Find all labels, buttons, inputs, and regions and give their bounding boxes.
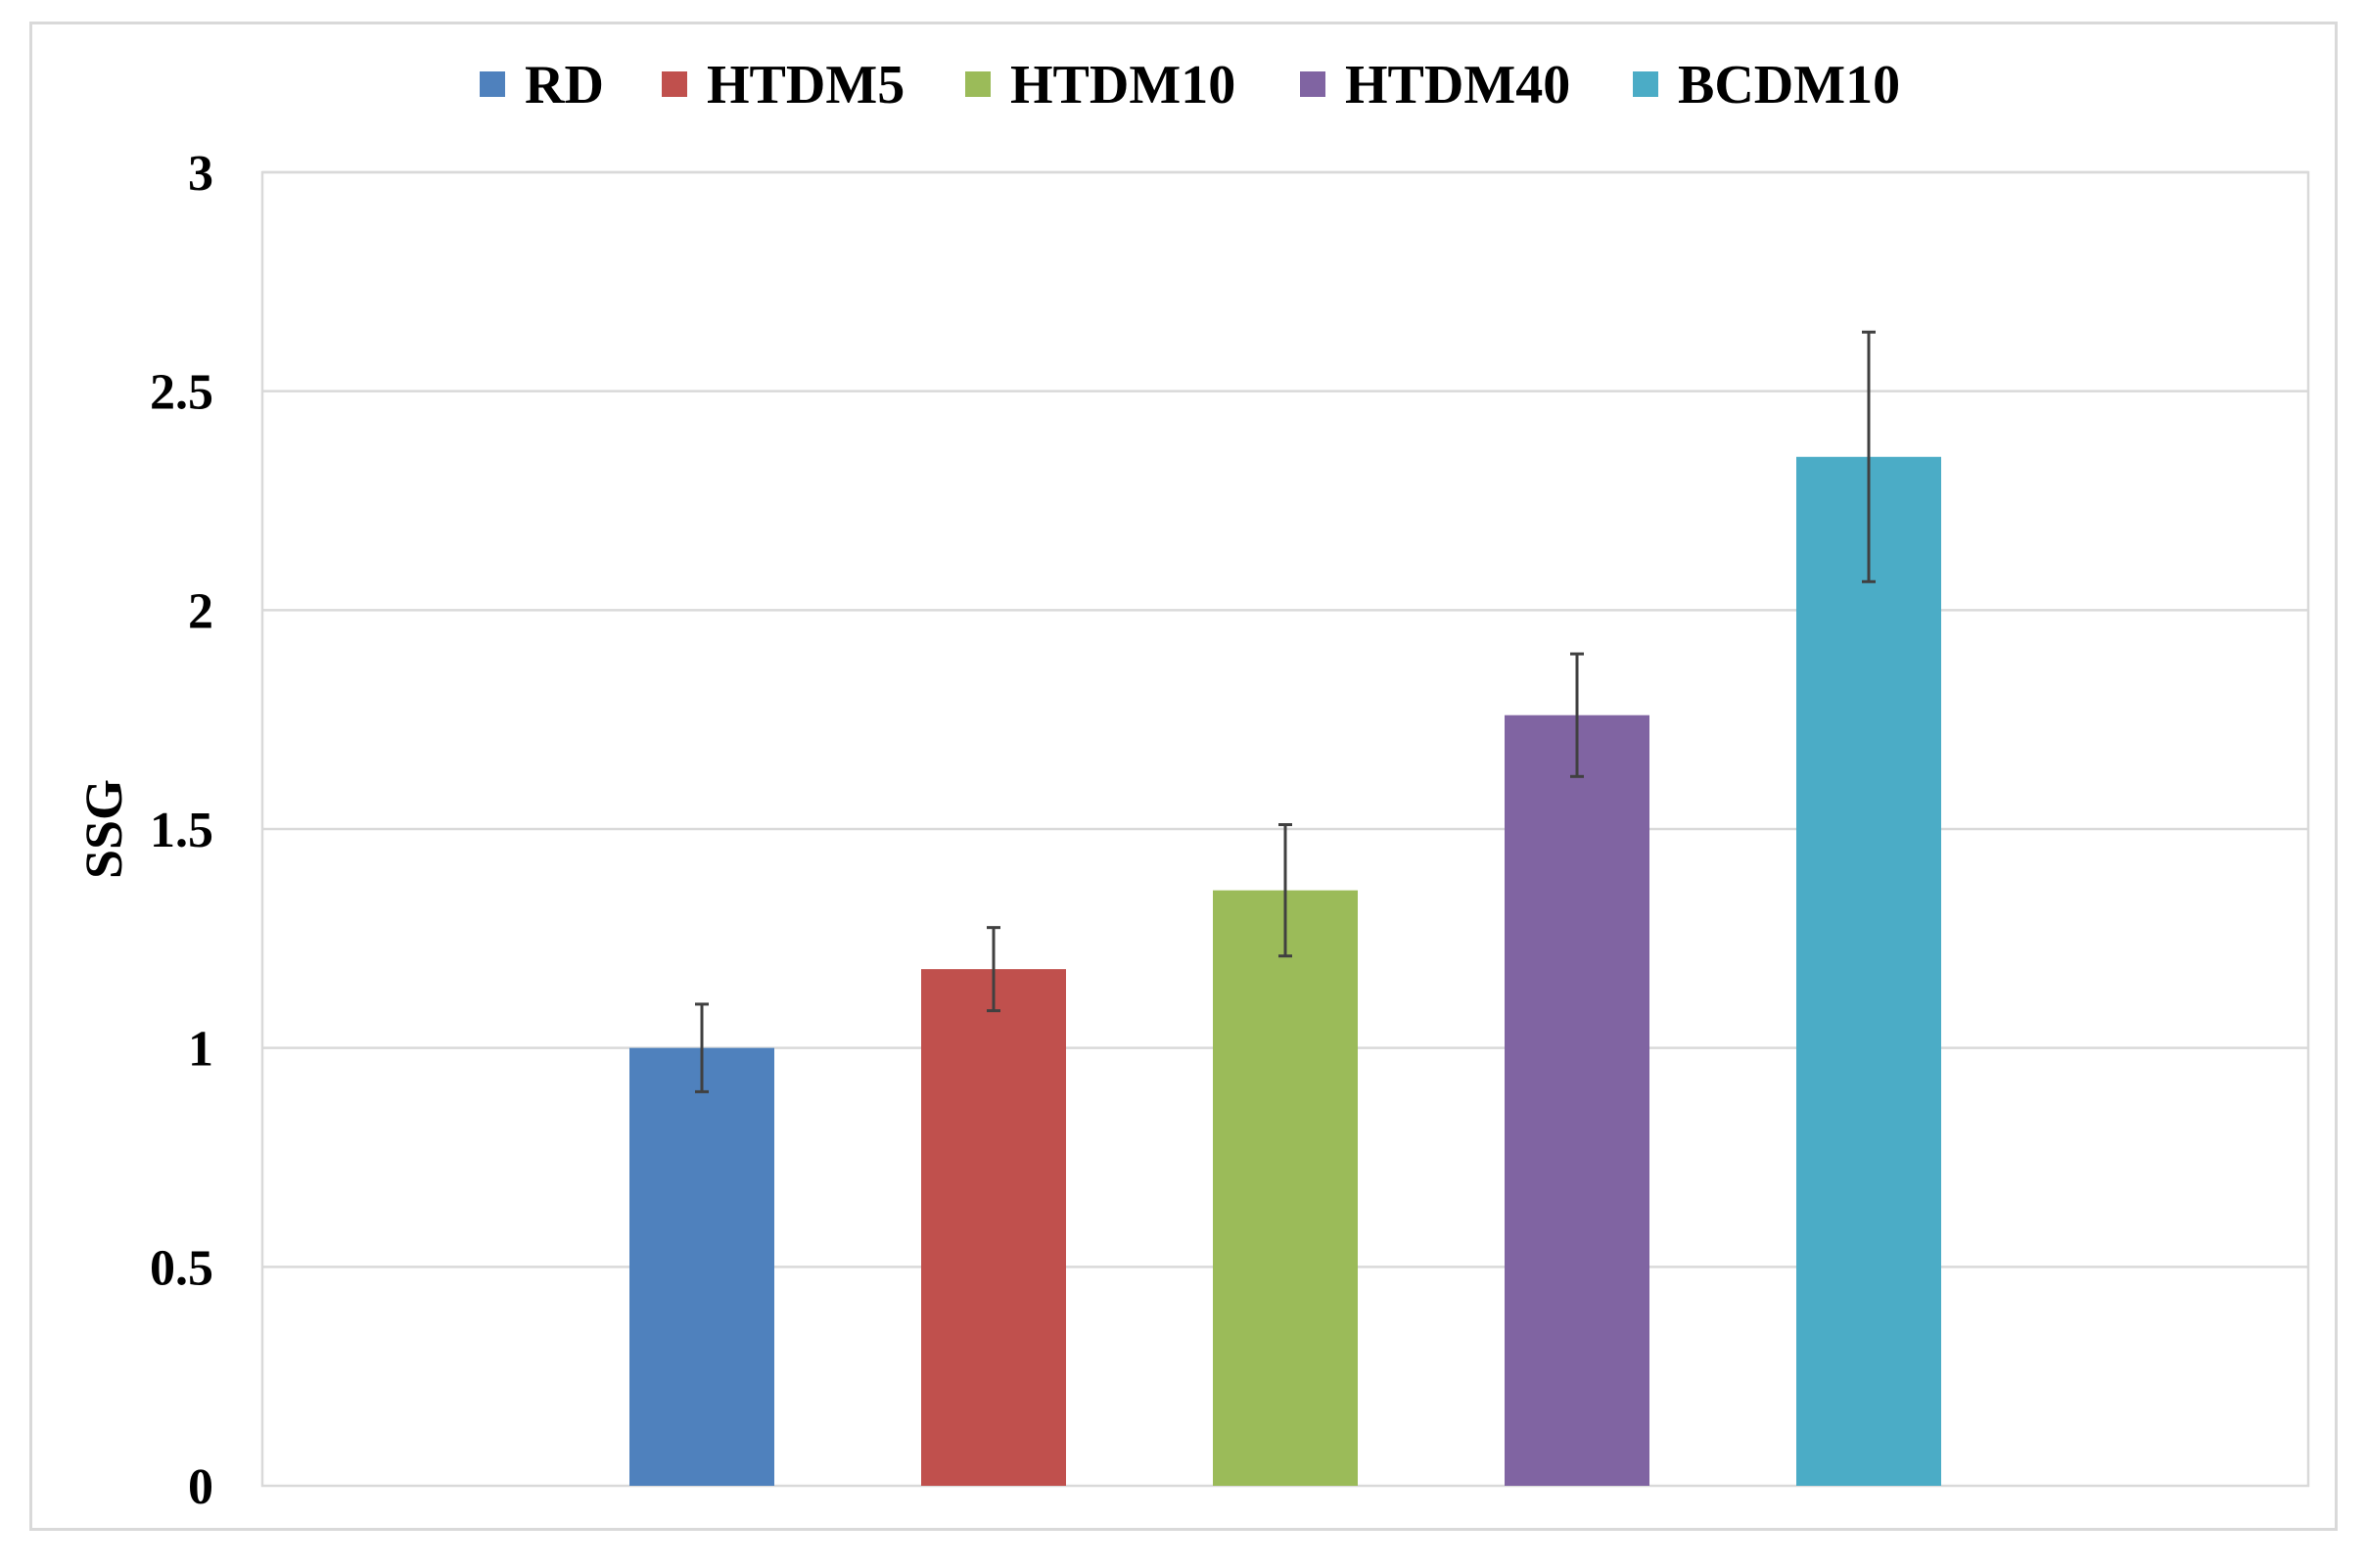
error-bar-rd: [695, 1002, 709, 1093]
legend-swatch: [1633, 71, 1658, 97]
bar-rd: [629, 1047, 774, 1486]
bar-bcdm10: [1796, 456, 1941, 1487]
legend-item-bcdm10: BCDM10: [1633, 55, 1900, 115]
legend-item-htdm5: HTDM5: [662, 55, 905, 115]
y-axis-title: SSG: [74, 779, 133, 879]
legend-label: HTDM40: [1345, 55, 1570, 115]
y-tick-label: 3: [188, 146, 213, 202]
legend-label: RD: [525, 55, 604, 115]
y-tick-label: 1: [188, 1022, 213, 1078]
y-tick-labels: 0 0.5 1 1.5 2 2.5 3: [150, 146, 213, 1515]
legend-label: HTDM5: [707, 55, 905, 115]
legend-item-htdm40: HTDM40: [1300, 55, 1570, 115]
error-bar-htdm40: [1570, 652, 1584, 778]
y-tick-label: 2.5: [150, 365, 213, 421]
error-bar-bcdm10: [1862, 330, 1876, 583]
bar-htdm10: [1213, 890, 1358, 1486]
bar-htdm40: [1505, 715, 1649, 1486]
legend-label: HTDM10: [1010, 55, 1235, 115]
legend-swatch: [480, 71, 505, 97]
legend-swatch: [965, 71, 991, 97]
y-tick-label: 1.5: [150, 803, 213, 858]
error-bar-htdm5: [987, 926, 1000, 1013]
y-tick-label: 2: [188, 583, 213, 639]
chart-frame: [29, 22, 2338, 1531]
legend-swatch: [662, 71, 687, 97]
bar-htdm5: [921, 969, 1066, 1486]
y-tick-label: 0.5: [150, 1240, 213, 1296]
y-tick-label: 0: [188, 1459, 213, 1515]
error-bar-htdm10: [1278, 823, 1292, 958]
error-bars: [695, 330, 1876, 1093]
legend: RD HTDM5 HTDM10 HTDM40 BCDM10: [480, 55, 1900, 115]
bars: [629, 456, 1941, 1487]
legend-item-rd: RD: [480, 55, 604, 115]
legend-item-htdm10: HTDM10: [965, 55, 1235, 115]
legend-label: BCDM10: [1678, 55, 1900, 115]
legend-swatch: [1300, 71, 1325, 97]
